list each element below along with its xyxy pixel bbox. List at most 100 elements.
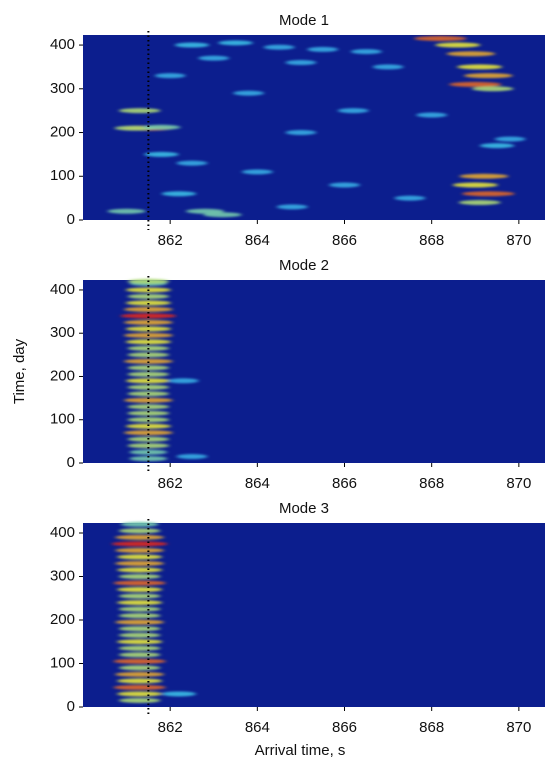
- x-tick-label: 864: [245, 475, 270, 492]
- heat-streak: [142, 124, 181, 130]
- x-tick-label: 870: [506, 719, 531, 736]
- heat-streak: [127, 352, 170, 358]
- heat-streak: [118, 652, 161, 658]
- heat-streak: [276, 204, 308, 210]
- heat-streak: [452, 182, 498, 188]
- heat-streak: [115, 671, 165, 677]
- heat-streak: [435, 42, 481, 48]
- y-tick-label: 300: [50, 567, 75, 584]
- heat-streak: [118, 697, 161, 703]
- heat-streak: [118, 645, 161, 651]
- heat-streak: [263, 44, 295, 50]
- heat-streak: [161, 191, 197, 197]
- heat-streak: [117, 600, 163, 606]
- heat-streak: [117, 678, 163, 684]
- heat-streak: [123, 430, 173, 436]
- heat-streak: [118, 613, 161, 619]
- y-axis-label: Time, day: [11, 338, 28, 404]
- heat-streak: [113, 580, 166, 586]
- heat-streak: [118, 606, 161, 612]
- heat-streak: [127, 371, 170, 377]
- heat-streak: [107, 208, 146, 214]
- x-tick-label: 866: [332, 475, 357, 492]
- heat-streak: [233, 90, 265, 96]
- heat-streak: [144, 151, 179, 157]
- heat-streak: [127, 293, 170, 299]
- heat-streak: [125, 300, 171, 306]
- heat-streak: [118, 574, 161, 580]
- heat-streak: [457, 64, 503, 70]
- x-tick-label: 864: [245, 719, 270, 736]
- heat-streak: [127, 365, 170, 371]
- x-tick-label: 870: [506, 232, 531, 249]
- y-tick-label: 100: [50, 167, 75, 184]
- y-tick-label: 100: [50, 411, 75, 428]
- heat-layer: [111, 521, 197, 703]
- panel-title: Mode 1: [279, 12, 329, 29]
- heat-streak: [115, 547, 165, 553]
- heat-streak: [458, 200, 501, 206]
- heat-streak: [463, 73, 513, 79]
- heat-streak: [462, 191, 515, 197]
- heat-streak: [350, 49, 382, 55]
- x-tick-label: 870: [506, 475, 531, 492]
- heat-streak: [123, 358, 173, 364]
- heat-streak: [117, 639, 163, 645]
- y-tick-label: 200: [50, 123, 75, 140]
- heat-streak: [127, 417, 170, 423]
- y-tick-label: 400: [50, 524, 75, 541]
- heat-streak: [111, 541, 168, 547]
- plot-background: [83, 523, 545, 707]
- heat-streak: [123, 306, 173, 312]
- heat-streak: [446, 51, 496, 57]
- heat-streak: [416, 112, 448, 118]
- heat-streak: [329, 182, 360, 188]
- heat-streak: [118, 528, 161, 534]
- heat-streak: [479, 143, 515, 149]
- heat-streak: [118, 632, 161, 638]
- heat-streak: [176, 160, 208, 166]
- heat-streak: [198, 55, 230, 61]
- y-tick-label: 200: [50, 367, 75, 384]
- heat-streak: [127, 443, 170, 449]
- y-tick-label: 400: [50, 281, 75, 298]
- heat-streak: [117, 587, 163, 593]
- heat-streak: [494, 136, 526, 142]
- x-tick-label: 862: [158, 475, 183, 492]
- panel-title: Mode 3: [279, 500, 329, 517]
- heat-streak: [118, 665, 161, 671]
- x-tick-label: 866: [332, 719, 357, 736]
- heat-streak: [127, 384, 170, 390]
- x-tick-label: 868: [419, 719, 444, 736]
- heat-streak: [285, 60, 317, 66]
- heat-streak: [118, 626, 161, 632]
- heat-streak: [117, 691, 163, 697]
- heat-streak: [459, 173, 509, 179]
- x-tick-label: 868: [419, 475, 444, 492]
- y-tick-label: 0: [67, 454, 75, 471]
- heat-streak: [174, 42, 210, 48]
- x-tick-label: 864: [245, 232, 270, 249]
- heat-streak: [285, 130, 317, 136]
- heat-streak: [125, 339, 171, 345]
- heat-streak: [372, 64, 404, 70]
- x-tick-label: 862: [158, 232, 183, 249]
- heat-streak: [120, 521, 159, 527]
- x-tick-label: 862: [158, 719, 183, 736]
- y-tick-label: 100: [50, 654, 75, 671]
- heat-streak: [115, 560, 165, 566]
- heat-streak: [161, 691, 197, 697]
- heat-streak: [176, 454, 208, 460]
- heat-streak: [394, 195, 426, 201]
- heat-streak: [120, 313, 177, 319]
- y-tick-label: 400: [50, 36, 75, 53]
- heat-streak: [203, 212, 242, 218]
- heat-streak: [113, 658, 166, 664]
- y-tick-label: 0: [67, 698, 75, 715]
- heat-streak: [154, 73, 186, 79]
- x-tick-label: 866: [332, 232, 357, 249]
- heat-streak: [117, 554, 163, 560]
- heat-streak: [113, 684, 166, 690]
